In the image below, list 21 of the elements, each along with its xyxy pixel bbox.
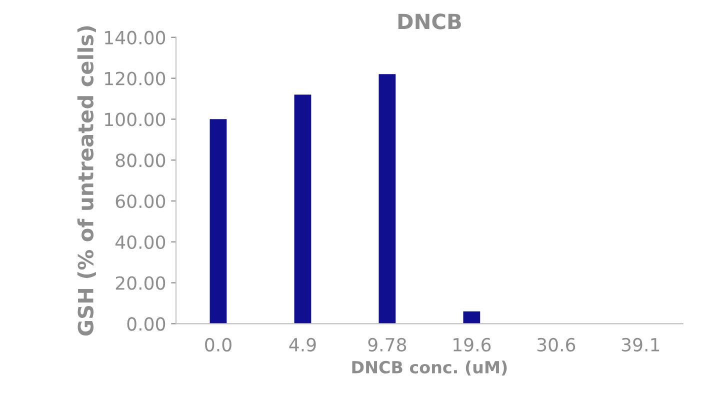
y-tick-label: 100.00 [105,112,166,126]
x-tick-label: 19.6 [454,338,491,352]
bar [294,94,312,324]
y-tick-label: 140.00 [105,30,166,44]
y-tick-label: 20.00 [116,276,166,290]
x-axis-title: DNCB conc. (uM) [352,360,507,376]
bar [378,74,396,324]
x-tick-label: 4.9 [289,338,316,352]
x-tick-label: 30.6 [537,338,576,352]
y-tick-label: 80.00 [116,154,166,168]
y-tick-label: 120.00 [105,72,166,86]
chart-title: DNCB [398,14,461,30]
bar [463,311,480,324]
y-tick-label: 0.00 [127,317,166,331]
bar [210,119,227,324]
x-tick-label: 9.78 [368,338,406,352]
y-tick-label: 40.00 [115,235,166,249]
y-axis-title: GSH (% of untreated cells) [77,26,96,336]
y-tick-label: 60.00 [116,194,166,208]
x-tick-label: 0.0 [205,338,232,352]
x-tick-label: 39.1 [622,338,660,352]
